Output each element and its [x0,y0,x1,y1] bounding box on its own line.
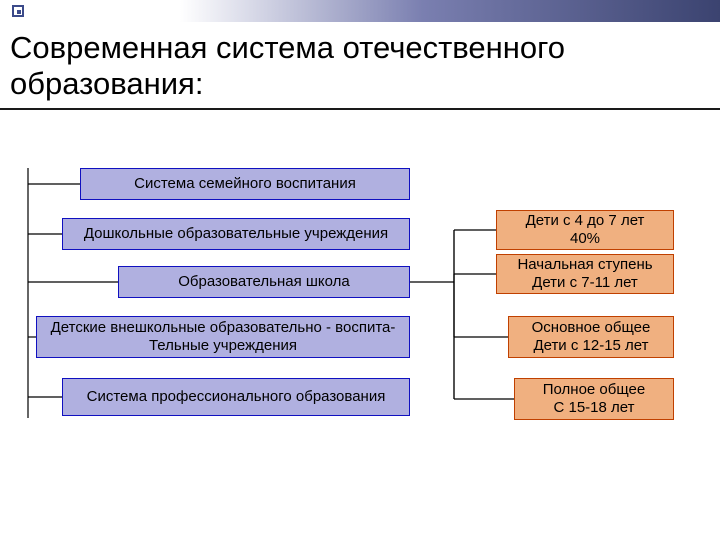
page-title: Современная система отечественного образ… [10,30,720,101]
header-bullet-inner [17,10,21,14]
right-box-r3: Основное общееДети с 12-15 лет [508,316,674,358]
title-underline [0,108,720,110]
header-bullet [12,5,24,17]
left-box-b5: Система профессионального образования [62,378,410,416]
left-box-b2: Дошкольные образовательные учреждения [62,218,410,250]
header-gradient [180,0,720,22]
left-box-b4: Детские внешкольные образовательно - вос… [36,316,410,358]
left-box-b1: Система семейного воспитания [80,168,410,200]
right-box-r4: Полное общееС 15-18 лет [514,378,674,420]
right-box-r2: Начальная ступеньДети с 7-11 лет [496,254,674,294]
right-box-r1: Дети с 4 до 7 лет40% [496,210,674,250]
header-bar [0,0,720,22]
left-box-b3: Образовательная школа [118,266,410,298]
